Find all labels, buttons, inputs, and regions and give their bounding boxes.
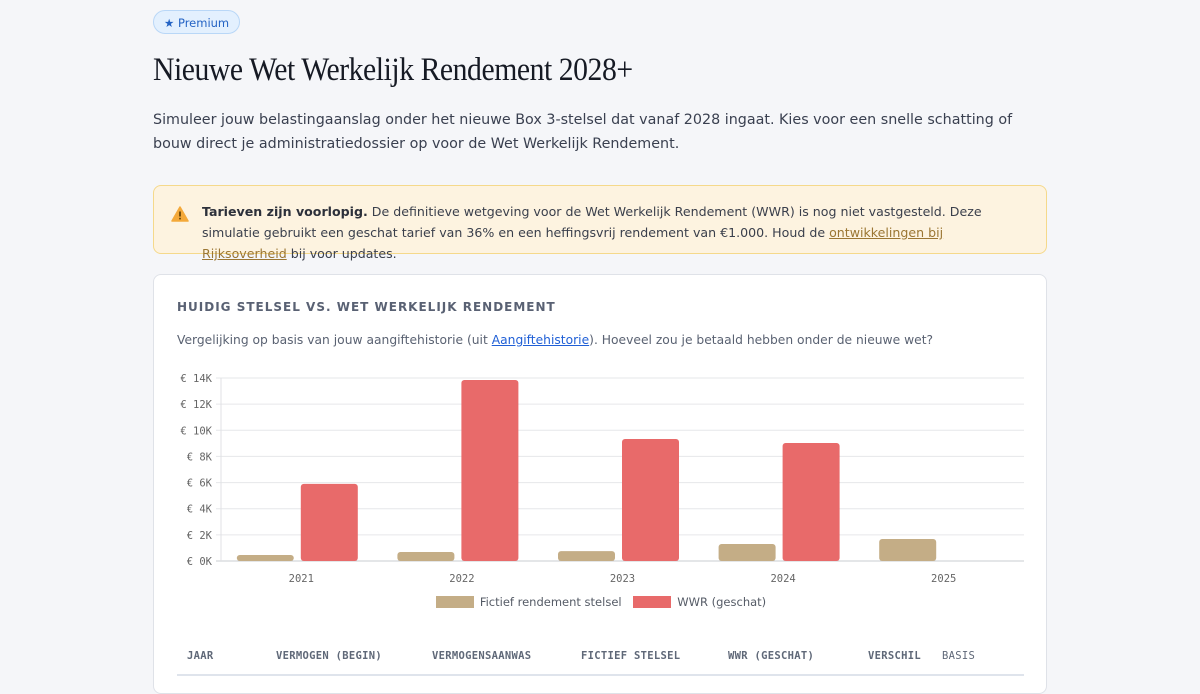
bar-wwr-2022 [461, 379, 519, 561]
warning-text-end: bij voor updates. [286, 246, 397, 261]
x-tick-label: 2024 [770, 573, 795, 585]
col-verschil[interactable]: VERSCHIL [868, 650, 921, 662]
x-tick-label: 2022 [449, 573, 474, 585]
col-jaar[interactable]: JAAR [187, 650, 214, 662]
y-tick-label: € 6K [187, 478, 213, 490]
card-subtitle: Vergelijking op basis van jouw aangifteh… [177, 333, 933, 347]
page-title: Nieuwe Wet Werkelijk Rendement 2028+ [153, 52, 633, 88]
y-tick-label: € 2K [187, 530, 213, 542]
x-tick-label: 2025 [931, 573, 956, 585]
col-vermogensaanwas[interactable]: VERMOGENSAANWAS [432, 650, 532, 662]
bar-wwr-2023 [622, 439, 679, 561]
legend-label: Fictief rendement stelsel [479, 595, 622, 609]
chart-legend: Fictief rendement stelsel WWR (geschat) [154, 595, 1048, 609]
bar-fictief-2021 [236, 554, 294, 561]
rijksoverheid-link[interactable]: ontwikkelingen bij Rijksoverheid [202, 225, 944, 261]
warning-banner: Tarieven zijn voorlopig. De definitieve … [153, 185, 1047, 261]
y-tick-label: € 10K [180, 425, 212, 437]
col-basis[interactable]: BASIS [942, 650, 976, 662]
col-wwr-geschat[interactable]: WWR (GESCHAT) [728, 650, 815, 662]
premium-badge: ★ Premium [153, 10, 241, 34]
bar-fictief-2025 [879, 539, 937, 561]
warning-title: Tarieven zijn voorlopig. [202, 204, 368, 219]
bar-wwr-2024 [782, 442, 840, 561]
legend-swatch [633, 596, 672, 608]
warning-text: De definitieve wetgeving voor de Wet Wer… [202, 204, 982, 240]
legend-label: WWR (geschat) [677, 595, 767, 609]
y-tick-label: € 0K [187, 556, 213, 568]
legend-item-fictief[interactable]: Fictief rendement stelsel [435, 595, 622, 609]
bar-wwr-2021 [300, 483, 358, 561]
table-header: JAAR VERMOGEN (BEGIN) VERMOGENSAANWAS FI… [177, 650, 1024, 676]
bar-fictief-2022 [397, 551, 455, 561]
intro-text: Simuleer jouw belastingaanslag onder het… [153, 112, 1013, 152]
col-vermogen-begin[interactable]: VERMOGEN (BEGIN) [276, 650, 382, 662]
aangiftehistorie-link[interactable]: Aangiftehistorie [491, 333, 590, 347]
comparison-bar-chart: € 0K € 2K € 4K € 6K € 8K € 10K € 12K € 14K 2021 2… [180, 373, 1024, 585]
card-title: HUIDIG STELSEL VS. WET WERKELIJK RENDEME… [177, 300, 556, 314]
subtitle-text: Vergelijking op basis van jouw aangifteh… [177, 333, 492, 347]
y-tick-label: € 8K [187, 451, 213, 463]
y-tick-label: € 4K [187, 504, 213, 516]
subtitle-text-end: ). Hoeveel zou je betaald hebben onder d… [589, 333, 934, 347]
legend-swatch [435, 596, 474, 608]
comparison-card: HUIDIG STELSEL VS. WET WERKELIJK RENDEME… [153, 274, 1047, 694]
legend-item-wwr[interactable]: WWR (geschat) [633, 595, 766, 609]
warning-icon [171, 206, 189, 222]
x-tick-label: 2021 [289, 573, 314, 585]
x-tick-label: 2023 [610, 573, 635, 585]
y-tick-label: € 12K [180, 399, 212, 411]
y-tick-label: € 14K [180, 373, 212, 385]
bar-fictief-2023 [558, 551, 615, 561]
bar-fictief-2024 [718, 544, 776, 561]
col-fictief-stelsel[interactable]: FICTIEF STELSEL [581, 650, 681, 662]
